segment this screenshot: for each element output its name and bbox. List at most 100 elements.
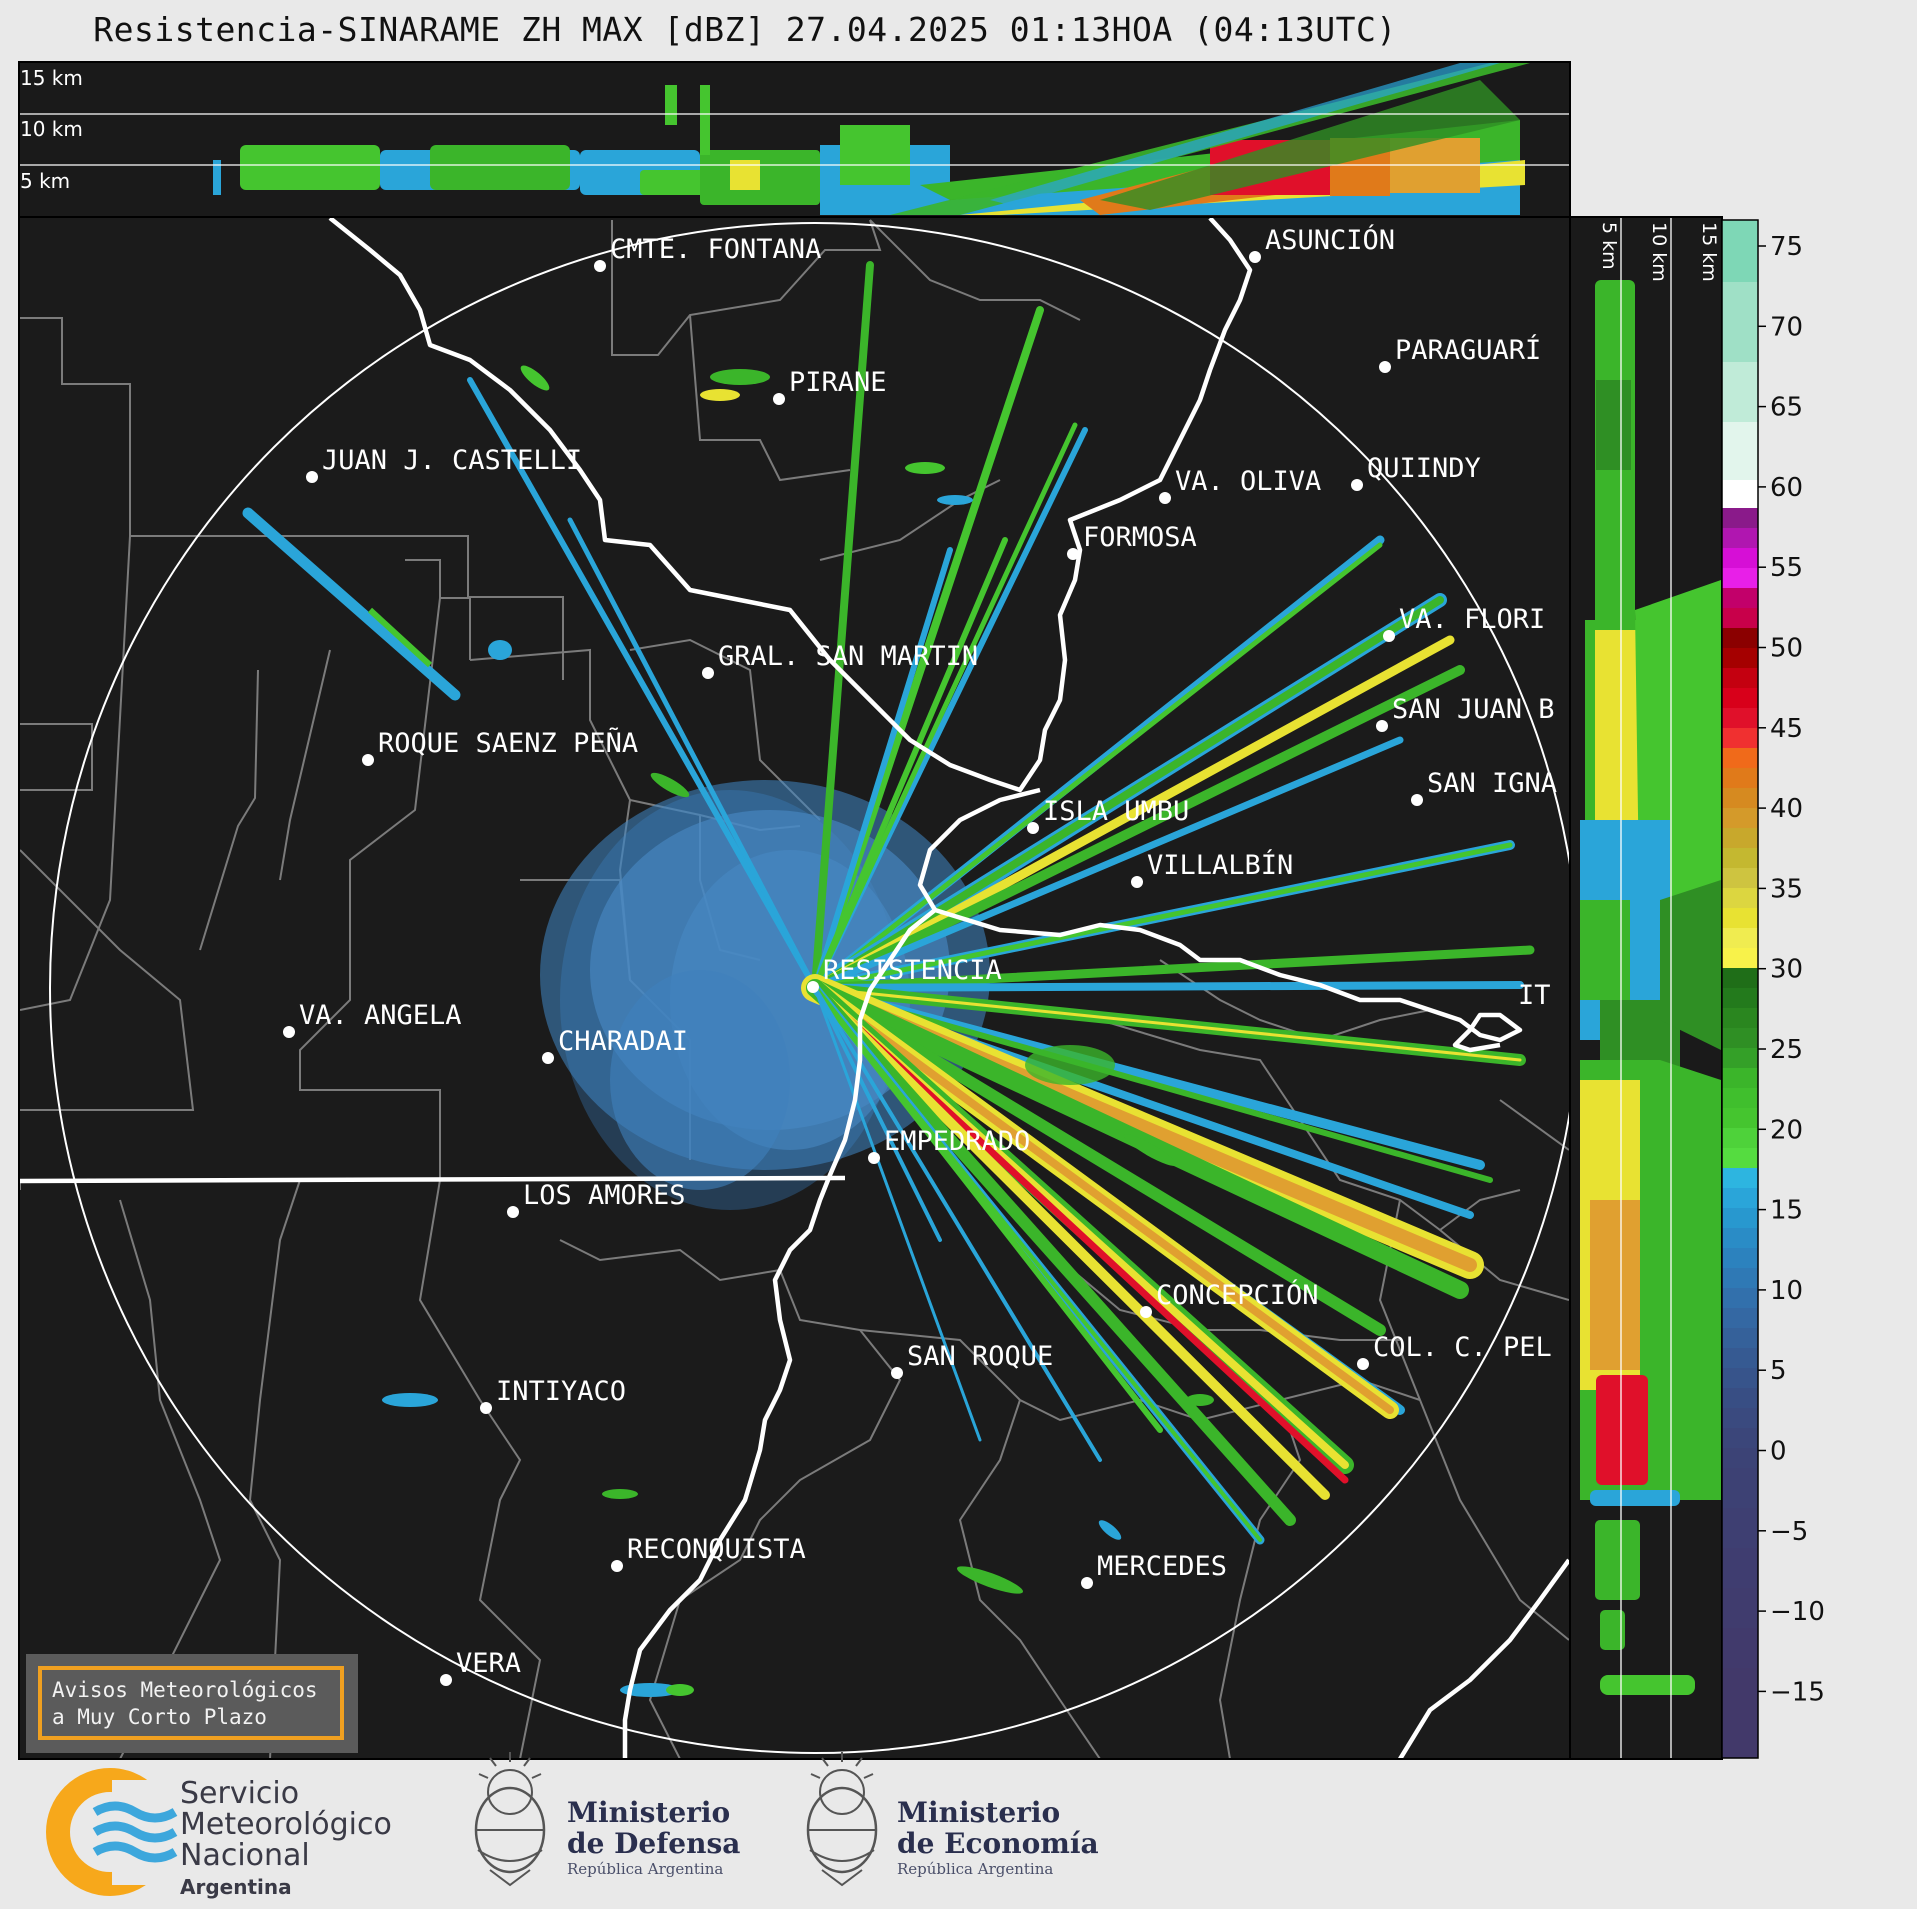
city-label: CHARADAI [558,1026,688,1057]
colorbar-tick-label: 45 [1770,714,1803,744]
city-marker [1379,361,1391,373]
city-gral-san-martin[interactable]: GRAL. SAN MARTIN [702,641,978,679]
city-marker [1140,1306,1152,1318]
city-va-angela[interactable]: VA. ANGELA [283,1000,462,1038]
smn-line-1: Servicio [180,1776,300,1811]
colorbar-tick-label: 65 [1770,393,1803,423]
top-echo-layer [213,63,1530,215]
city-san-igna[interactable]: SAN IGNA [1411,768,1557,806]
city-marker [868,1152,880,1164]
city-marker [1383,630,1395,642]
city-marker [1249,251,1261,263]
city-paraguar-[interactable]: PARAGUARÍ [1379,334,1541,373]
city-marker [1351,479,1363,491]
colorbar-tick-label: 25 [1770,1035,1803,1065]
city-label: INTIYACO [496,1376,626,1407]
defensa-line-3: República Argentina [567,1860,724,1878]
side-echo-layer [1580,280,1721,1695]
city-it[interactable]: IT [1518,980,1551,1011]
side-cross-section-panel: 5 km 10 km 15 km [1569,216,1723,1760]
city-isla-umbu[interactable]: ISLA UMBU [1027,796,1189,834]
city-quiindy[interactable]: QUIINDY [1351,453,1481,491]
short-term-warnings-box[interactable]: Avisos Meteorológicos a Muy Corto Plazo [26,1654,358,1753]
defensa-line-1: Ministerio [567,1796,731,1829]
city-va-flori[interactable]: VA. FLORI [1383,604,1545,642]
city-pirane[interactable]: PIRANE [773,367,887,405]
city-marker [1357,1358,1369,1370]
city-concepci-n[interactable]: CONCEPCIÓN [1140,1279,1319,1318]
city-marker [1411,794,1423,806]
radar-range-ring [49,222,1569,1754]
city-label: GRAL. SAN MARTIN [718,641,978,672]
city-marker [283,1026,295,1038]
economia-logo-text: Ministerio de Economía República Argenti… [897,1797,1099,1879]
city-label: CONCEPCIÓN [1156,1279,1319,1311]
smn-line-4: Argentina [180,1875,292,1899]
city-marker [891,1367,903,1379]
city-marker [480,1402,492,1414]
city-juan-j-castelli[interactable]: JUAN J. CASTELLI [306,445,582,483]
city-cmte-fontana[interactable]: CMTE. FONTANA [594,234,821,272]
colorbar-tick-label: 35 [1770,874,1803,904]
warning-line-1: Avisos Meteorológicos [52,1678,318,1702]
defensa-logo-text: Ministerio de Defensa República Argentin… [567,1797,740,1879]
colorbar-tick-label: 5 [1770,1356,1787,1386]
city-empedrado[interactable]: EMPEDRADO [868,1126,1030,1164]
city-marker [594,260,606,272]
smn-line-3: Nacional [180,1838,310,1873]
city-label: RESISTENCIA [823,955,1002,986]
city-resistencia[interactable]: RESISTENCIA [807,955,1002,993]
city-los-amores[interactable]: LOS AMORES [507,1180,686,1218]
city-mercedes[interactable]: MERCEDES [1081,1551,1227,1589]
city-label: MERCEDES [1097,1551,1227,1582]
city-label: SAN JUAN B [1392,694,1555,725]
colorbar-tick-label: 15 [1770,1196,1803,1226]
city-label: RECONQUISTA [627,1534,806,1565]
city-intiyaco[interactable]: INTIYACO [480,1376,626,1414]
city-vera[interactable]: VERA [440,1648,521,1686]
city-label: IT [1518,980,1551,1011]
colorbar-tick-label: 40 [1770,794,1803,824]
city-san-juan-b[interactable]: SAN JUAN B [1376,694,1555,732]
city-label: SAN ROQUE [907,1341,1053,1372]
city-label: ROQUE SAENZ PEÑA [378,727,638,759]
city-label: SAN IGNA [1427,768,1557,799]
city-marker [1376,720,1388,732]
city-roque-saenz-pe-a[interactable]: ROQUE SAENZ PEÑA [362,727,638,766]
city-marker [773,393,785,405]
city-va-oliva[interactable]: VA. OLIVA [1159,466,1321,504]
city-reconquista[interactable]: RECONQUISTA [611,1534,806,1572]
economia-line-2: de Economía [897,1827,1099,1860]
city-label: LOS AMORES [523,1180,686,1211]
city-label: ISLA UMBU [1043,796,1189,827]
city-label: JUAN J. CASTELLI [322,445,582,476]
defensa-line-2: de Defensa [567,1827,741,1860]
colorbar-tick-label: 60 [1770,473,1803,503]
city-label: VA. FLORI [1399,604,1545,635]
city-san-roque[interactable]: SAN ROQUE [891,1341,1053,1379]
city-villalb-n[interactable]: VILLALBÍN [1131,849,1293,888]
colorbar-tick-label: 70 [1770,312,1803,342]
coat-of-arms-defensa-icon [474,1752,546,1887]
city-marker [542,1052,554,1064]
colorbar-tick-label: −15 [1770,1677,1825,1707]
colorbar-tick-label: 75 [1770,232,1803,262]
city-label: VA. OLIVA [1175,466,1321,497]
city-label: ASUNCIÓN [1265,224,1395,256]
city-marker [1159,492,1171,504]
city-col-c-pel[interactable]: COL. C. PEL [1357,1332,1552,1370]
city-label: VA. ANGELA [299,1000,462,1031]
colorbar-tick-label: 0 [1770,1437,1787,1467]
city-marker [1131,876,1143,888]
city-asunci-n[interactable]: ASUNCIÓN [1249,224,1395,263]
top-height-label-5: 5 km [20,169,70,193]
city-label: CMTE. FONTANA [610,234,821,265]
reflectivity-beams [467,261,1535,1545]
city-charadai[interactable]: CHARADAI [542,1026,688,1064]
city-marker [362,754,374,766]
smn-line-2: Meteorológico [180,1807,392,1842]
city-formosa[interactable]: FORMOSA [1067,522,1197,560]
